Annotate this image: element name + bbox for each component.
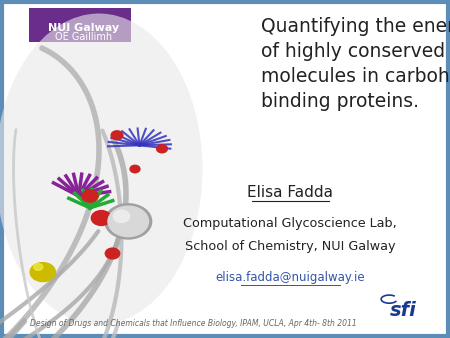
Bar <box>29 8 130 42</box>
Text: NUI Galway: NUI Galway <box>48 23 119 33</box>
Circle shape <box>105 248 120 259</box>
Text: OÉ Gaillimh: OÉ Gaillimh <box>55 32 112 42</box>
Circle shape <box>30 263 55 282</box>
Text: Elisa Fadda: Elisa Fadda <box>247 185 333 200</box>
Text: Design of Drugs and Chemicals that Influence Biology, IPAM, UCLA, Apr 4th- 8th 2: Design of Drugs and Chemicals that Influ… <box>30 319 357 328</box>
Circle shape <box>111 131 123 140</box>
Ellipse shape <box>0 14 202 324</box>
Text: Quantifying the energetics
of highly conserved water
molecules in carbohydrate-
: Quantifying the energetics of highly con… <box>261 17 450 111</box>
Text: Computational Glycoscience Lab,: Computational Glycoscience Lab, <box>184 217 397 230</box>
Text: School of Chemistry, NUI Galway: School of Chemistry, NUI Galway <box>185 240 396 253</box>
Circle shape <box>108 206 148 237</box>
Text: sfi: sfi <box>389 301 416 320</box>
Circle shape <box>34 264 43 270</box>
Circle shape <box>113 210 130 222</box>
Circle shape <box>130 165 140 173</box>
Circle shape <box>105 204 152 239</box>
Circle shape <box>91 211 111 225</box>
Circle shape <box>82 190 98 202</box>
Circle shape <box>157 145 167 153</box>
Text: elisa.fadda@nuigalway.ie: elisa.fadda@nuigalway.ie <box>216 271 365 284</box>
